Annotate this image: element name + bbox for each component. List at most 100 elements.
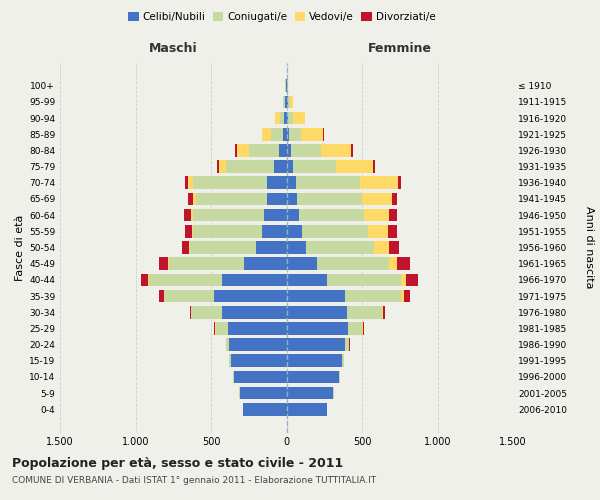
Bar <box>401 274 406 286</box>
Bar <box>218 160 226 173</box>
Bar <box>283 128 287 140</box>
Bar <box>401 290 404 302</box>
Bar <box>299 209 364 222</box>
Bar <box>368 225 388 237</box>
Bar <box>361 176 398 189</box>
Bar <box>226 338 229 351</box>
Bar <box>185 176 188 189</box>
Bar <box>349 322 362 334</box>
Bar <box>185 225 192 237</box>
Bar <box>382 306 383 318</box>
Text: Popolazione per età, sesso e stato civile - 2011: Popolazione per età, sesso e stato civil… <box>12 458 343 470</box>
Bar <box>287 258 317 270</box>
Bar <box>217 160 218 173</box>
Bar <box>287 290 346 302</box>
Bar <box>244 258 287 270</box>
Bar <box>188 176 193 189</box>
Bar <box>267 176 287 189</box>
Bar <box>346 338 349 351</box>
Bar <box>159 258 168 270</box>
Bar <box>164 290 214 302</box>
Bar <box>383 306 385 318</box>
Bar <box>404 290 410 302</box>
Bar <box>190 241 256 254</box>
Bar <box>193 192 196 205</box>
Bar <box>293 112 305 124</box>
Bar <box>191 306 221 318</box>
Bar <box>192 225 193 237</box>
Bar <box>196 192 267 205</box>
Bar <box>362 322 363 334</box>
Bar <box>306 241 374 254</box>
Bar <box>285 96 287 108</box>
Bar <box>287 403 327 415</box>
Bar <box>264 209 287 222</box>
Bar <box>283 96 285 108</box>
Bar <box>236 144 249 156</box>
Bar <box>249 144 279 156</box>
Bar <box>262 225 287 237</box>
Bar <box>159 290 164 302</box>
Bar <box>284 112 287 124</box>
Bar <box>182 241 189 254</box>
Bar <box>374 241 389 254</box>
Bar <box>215 322 227 334</box>
Bar <box>297 192 362 205</box>
Bar <box>317 258 389 270</box>
Bar <box>256 241 287 254</box>
Bar <box>227 322 287 334</box>
Bar <box>287 387 334 400</box>
Bar <box>301 128 323 140</box>
Bar <box>141 274 148 286</box>
Text: COMUNE DI VERBANIA - Dati ISTAT 1° gennaio 2011 - Elaborazione TUTTITALIA.IT: COMUNE DI VERBANIA - Dati ISTAT 1° genna… <box>12 476 376 485</box>
Bar <box>287 192 297 205</box>
Bar <box>233 370 287 384</box>
Bar <box>293 160 337 173</box>
Bar <box>191 209 193 222</box>
Bar <box>190 306 191 318</box>
Y-axis label: Fasce di età: Fasce di età <box>15 214 25 280</box>
Bar <box>288 96 290 108</box>
Bar <box>262 128 271 140</box>
Bar <box>364 209 389 222</box>
Bar <box>327 274 401 286</box>
Bar <box>286 80 287 92</box>
Bar <box>287 96 288 108</box>
Bar <box>287 306 347 318</box>
Bar <box>289 128 301 140</box>
Text: Maschi: Maschi <box>149 42 197 55</box>
Bar <box>287 338 346 351</box>
Bar <box>389 241 399 254</box>
Bar <box>337 160 373 173</box>
Bar <box>323 128 324 140</box>
Legend: Celibi/Nubili, Coniugati/e, Vedovi/e, Divorziati/e: Celibi/Nubili, Coniugati/e, Vedovi/e, Di… <box>124 8 440 26</box>
Bar <box>389 258 397 270</box>
Bar <box>271 128 283 140</box>
Bar <box>274 160 287 173</box>
Bar <box>280 112 284 124</box>
Bar <box>392 192 397 205</box>
Bar <box>275 112 280 124</box>
Bar <box>193 176 267 189</box>
Bar <box>168 258 169 270</box>
Bar <box>388 225 397 237</box>
Bar <box>290 96 293 108</box>
Bar <box>321 144 352 156</box>
Bar <box>397 258 410 270</box>
Bar <box>193 225 262 237</box>
Bar <box>352 144 353 156</box>
Bar <box>214 290 287 302</box>
Bar <box>406 274 418 286</box>
Bar <box>287 241 306 254</box>
Bar <box>398 176 401 189</box>
Bar <box>287 370 340 384</box>
Bar <box>363 322 364 334</box>
Bar <box>362 192 392 205</box>
Bar <box>287 144 291 156</box>
Bar <box>243 403 287 415</box>
Bar <box>230 354 287 367</box>
Bar <box>287 112 288 124</box>
Bar <box>169 258 244 270</box>
Bar <box>229 354 230 367</box>
Bar <box>302 225 368 237</box>
